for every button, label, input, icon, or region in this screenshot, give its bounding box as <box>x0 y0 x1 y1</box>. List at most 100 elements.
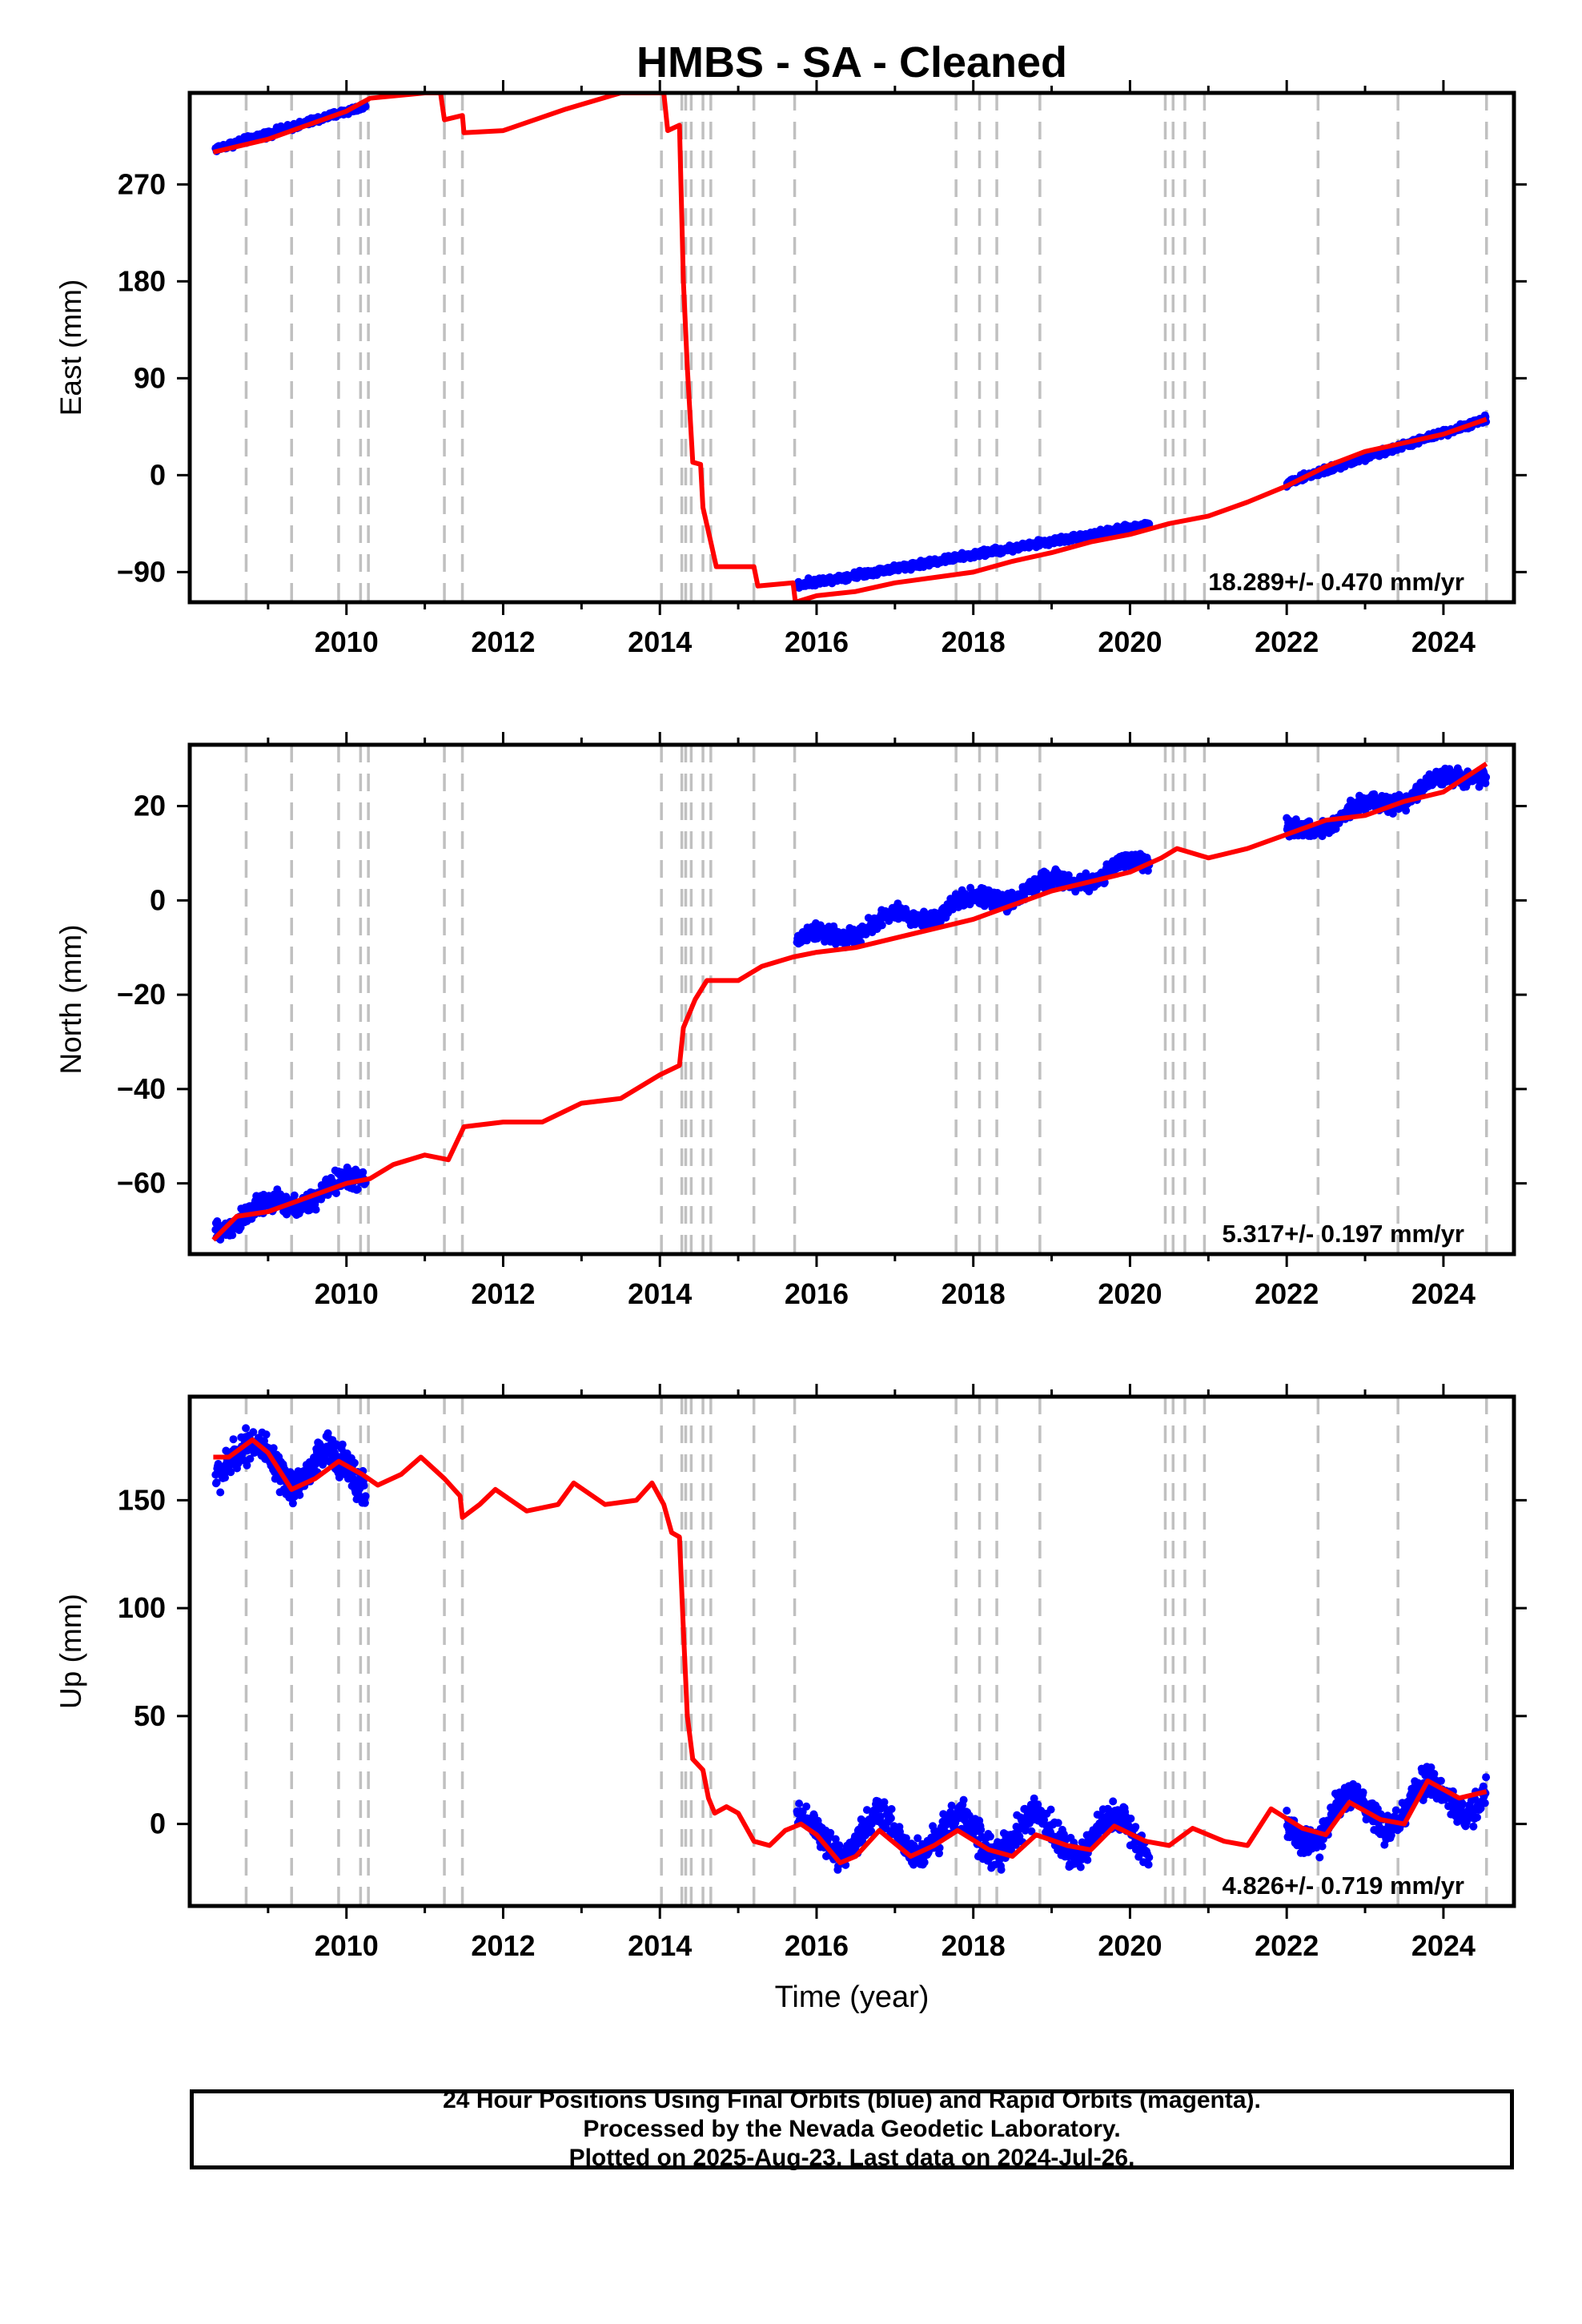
up-x-tick-label: 2018 <box>942 1929 1006 1962</box>
up-panel: 2010 2012 2014 2016 2018 2020 2022 2024 0 50 100 15… <box>54 1384 1527 1962</box>
north-model-line <box>211 762 1488 1242</box>
up-y-tick-label: 0 <box>150 1807 166 1840</box>
up-x-tick-label: 2020 <box>1098 1929 1162 1962</box>
east-frame <box>187 90 1516 605</box>
north-rate-label: 5.317+/- 0.197 mm/yr <box>1223 1220 1464 1248</box>
up-data-point <box>862 1806 871 1815</box>
north-y-tick-label: 0 <box>150 883 166 916</box>
north-frame <box>187 742 1516 1256</box>
up-data-point <box>867 1827 876 1835</box>
up-y-tick-label: 50 <box>134 1699 166 1732</box>
north-data-points <box>211 764 1491 1244</box>
up-data-point <box>229 1435 238 1444</box>
up-data-point <box>795 1799 804 1808</box>
up-data-point <box>1054 1819 1062 1827</box>
up-data-point <box>1046 1805 1055 1814</box>
up-data-point <box>288 1499 297 1508</box>
up-model-line <box>213 1437 1488 1866</box>
east-y-tick-label: −90 <box>117 555 166 588</box>
north-data-point <box>1482 773 1491 782</box>
up-y-tick-label: 100 <box>118 1591 166 1624</box>
up-frame <box>187 1394 1516 1908</box>
up-data-point <box>1030 1794 1038 1803</box>
caption-line-3: Plotted on 2025-Aug-23. Last data on 202… <box>568 2145 1135 2171</box>
up-data-point <box>1034 1800 1042 1809</box>
north-x-tick-label: 2010 <box>315 1277 379 1310</box>
east-x-tick-label: 2012 <box>471 625 535 658</box>
north-panel: 2010 2012 2014 2016 2018 2020 2022 2024 −60 −40 −2… <box>54 732 1527 1310</box>
north-data-point <box>1402 806 1411 815</box>
north-y-tick-label: −20 <box>117 978 166 1011</box>
up-x-tick-label: 2014 <box>628 1929 692 1962</box>
north-x-tick-label: 2020 <box>1098 1277 1162 1310</box>
up-data-point <box>216 1488 225 1497</box>
up-data-point <box>1076 1863 1085 1872</box>
north-x-tick-label: 2018 <box>942 1277 1006 1310</box>
up-data-point <box>249 1428 258 1437</box>
up-data-point <box>1283 1807 1291 1815</box>
up-data-point <box>977 1825 986 1834</box>
up-data-point <box>913 1834 922 1843</box>
caption-line-1: 24 Hour Positions Using Final Orbits (bl… <box>443 2087 1261 2113</box>
north-x-tick-label: 2024 <box>1411 1277 1476 1310</box>
up-data-point <box>831 1835 840 1844</box>
up-data-point <box>1109 1797 1118 1806</box>
up-data-point <box>359 1482 368 1490</box>
up-data-point <box>920 1858 929 1867</box>
east-y-tick-label: 90 <box>134 361 166 394</box>
up-data-point <box>1007 1846 1015 1854</box>
up-data-point <box>1131 1823 1140 1831</box>
up-data-point <box>959 1795 968 1804</box>
up-data-point <box>1480 1799 1489 1807</box>
up-y-tick-label: 150 <box>118 1483 166 1516</box>
east-y-tick-label: 0 <box>150 458 166 491</box>
up-data-point <box>1473 1813 1481 1822</box>
up-data-point <box>1430 1770 1439 1778</box>
up-data-point <box>1359 1788 1367 1797</box>
up-data-point <box>835 1841 844 1850</box>
east-model-line <box>212 93 1488 602</box>
chart-title: HMBS - SA - Cleaned <box>636 38 1067 86</box>
east-x-tick-label: 2014 <box>628 625 692 658</box>
up-data-point <box>338 1440 347 1449</box>
north-data-point <box>1291 815 1300 824</box>
up-data-point <box>1315 1853 1324 1862</box>
north-y-tick-label: −40 <box>117 1072 166 1105</box>
east-x-tick-label: 2018 <box>942 625 1006 658</box>
up-x-tick-label: 2016 <box>785 1929 849 1962</box>
east-event-lines <box>244 93 1488 602</box>
up-x-tick-label: 2022 <box>1255 1929 1319 1962</box>
east-panel: 2010 2012 2014 2016 2018 2020 2022 2024 −90 0 90 18… <box>54 80 1527 658</box>
up-data-point <box>1126 1814 1135 1823</box>
up-data-point <box>826 1828 835 1837</box>
up-data-point <box>1469 1822 1478 1831</box>
up-data-point <box>212 1478 221 1487</box>
up-data-point <box>361 1492 370 1501</box>
up-data-point <box>262 1430 271 1439</box>
up-data-point <box>876 1812 885 1821</box>
up-data-point <box>880 1798 889 1807</box>
north-data-point <box>353 1184 362 1193</box>
caption-line-2: Processed by the Nevada Geodetic Laborat… <box>583 2116 1121 2142</box>
up-x-tick-label: 2010 <box>315 1929 379 1962</box>
up-y-axis-label: Up (mm) <box>54 1594 87 1709</box>
north-x-tick-label: 2012 <box>471 1277 535 1310</box>
up-data-point <box>1436 1776 1445 1785</box>
up-data-point <box>947 1801 956 1810</box>
caption-box: 24 Hour Positions Using Final Orbits (bl… <box>190 2087 1514 2171</box>
north-y-tick-label: 20 <box>134 790 166 822</box>
x-axis-label: Time (year) <box>775 1980 930 2014</box>
up-rate-label: 4.826+/- 0.719 mm/yr <box>1223 1872 1464 1900</box>
up-data-point <box>986 1832 994 1841</box>
up-data-point <box>243 1461 251 1470</box>
east-data-point <box>1145 520 1154 529</box>
up-data-point <box>360 1498 369 1507</box>
north-data-point <box>311 1205 320 1214</box>
north-x-tick-label: 2014 <box>628 1277 692 1310</box>
up-data-point <box>887 1805 896 1813</box>
up-data-point <box>1427 1763 1435 1771</box>
up-data-point <box>1458 1799 1467 1808</box>
north-data-point <box>283 1210 291 1219</box>
east-x-tick-label: 2010 <box>315 625 379 658</box>
